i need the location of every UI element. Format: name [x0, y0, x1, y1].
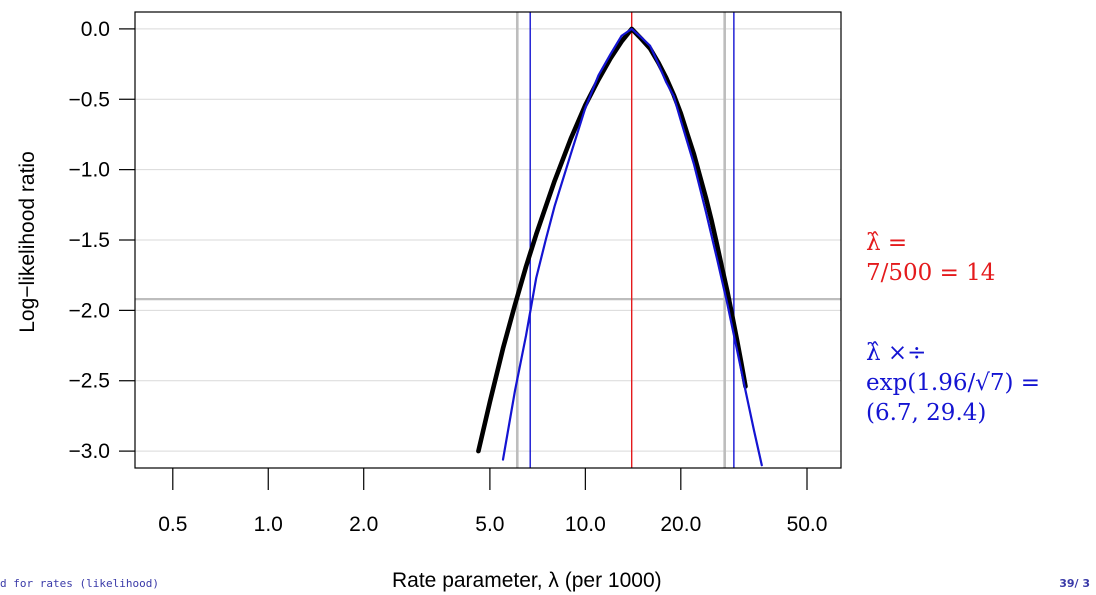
x-tick-label: 1.0: [254, 513, 283, 536]
grid-lines: [135, 28, 841, 452]
x-tick-label: 20.0: [660, 513, 701, 536]
confidence-interval-annotation: λ̂ ×÷ exp(1.96/√7) = (6.7, 29.4): [866, 338, 1040, 428]
y-tick-label: −2.5: [69, 370, 110, 393]
x-tick-label: 10.0: [565, 513, 606, 536]
y-tick-label: −3.0: [69, 440, 110, 463]
ci-line-3: (6.7, 29.4): [866, 400, 987, 426]
y-axis-title: Log−likelihood ratio: [16, 151, 39, 333]
y-tick-label: −1.5: [69, 229, 110, 252]
estimate-annotation: λ̂ = 7/500 = 14: [866, 228, 995, 288]
y-tick-label: −2.0: [69, 299, 110, 322]
x-tick-label: 2.0: [349, 513, 378, 536]
x-tick-label: 5.0: [475, 513, 504, 536]
x-tick-label: 0.5: [158, 513, 187, 536]
x-tick-label: 50.0: [787, 513, 828, 536]
axes: 0.5 1.0 2.0 5.0 10.0 20.0 50.0 0.0 −0.5 −1.0 −1.5 −…: [69, 18, 828, 536]
quadratic-approx-curve: [501, 27, 763, 467]
y-tick-label: −1.0: [69, 159, 110, 182]
ci-line-2: exp(1.96/√7) =: [866, 370, 1041, 396]
ci-line-1: λ̂ ×÷: [866, 340, 927, 366]
footer-section-title: d for rates (likelihood): [0, 577, 159, 590]
likelihood-curves: [476, 26, 763, 467]
footer-page-number: 39/ 3: [1059, 577, 1090, 590]
y-tick-label: 0.0: [81, 18, 110, 41]
reference-lines: [135, 12, 841, 468]
x-axis-title: Rate parameter, λ (per 1000): [392, 569, 662, 592]
estimate-line-2: 7/500 = 14: [866, 260, 996, 286]
estimate-line-1: λ̂ =: [866, 230, 908, 256]
y-tick-label: −0.5: [69, 88, 110, 111]
